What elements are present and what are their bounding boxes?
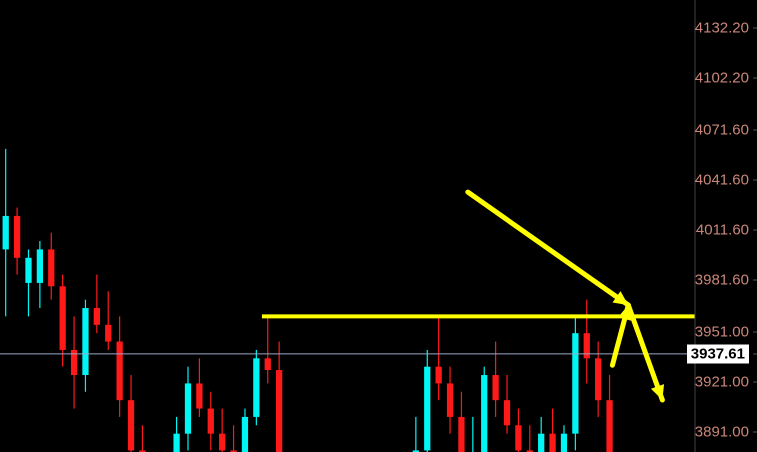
candle-body bbox=[173, 434, 179, 452]
price-tick-mark bbox=[753, 78, 757, 79]
candle-body bbox=[48, 249, 54, 286]
price-axis-label: 3891.00 bbox=[695, 424, 749, 441]
candle-body bbox=[253, 358, 259, 417]
candlestick-svg bbox=[0, 0, 757, 452]
price-tick-mark bbox=[753, 179, 757, 180]
candle-body bbox=[196, 383, 202, 408]
candle-body bbox=[60, 286, 66, 350]
price-axis-label: 4011.60 bbox=[696, 222, 749, 239]
price-tick-mark bbox=[753, 331, 757, 332]
candle-body bbox=[458, 417, 464, 452]
price-axis-label: 3981.60 bbox=[695, 272, 749, 289]
candle-body bbox=[492, 375, 498, 400]
candle-body bbox=[128, 400, 134, 450]
candle-body bbox=[538, 434, 544, 452]
price-tick-mark bbox=[753, 432, 757, 433]
candle-body bbox=[561, 434, 567, 452]
price-tick-mark bbox=[753, 280, 757, 281]
candle-body bbox=[208, 409, 214, 434]
candle-body bbox=[265, 358, 271, 370]
candle-body bbox=[504, 400, 510, 425]
price-tick-mark bbox=[753, 353, 757, 354]
candle-body bbox=[14, 216, 20, 258]
chart-container: 4132.20 4102.20 4071.60 4041.60 4011.60 3981.… bbox=[0, 0, 757, 452]
candle-body bbox=[116, 342, 122, 401]
candle-body bbox=[436, 367, 442, 384]
chart-background bbox=[0, 0, 757, 452]
candle-body bbox=[94, 308, 100, 325]
price-tick-mark bbox=[753, 28, 757, 29]
candle-body bbox=[82, 308, 88, 375]
price-tick-mark bbox=[753, 230, 757, 231]
candle-body bbox=[424, 367, 430, 451]
candle-body bbox=[105, 325, 111, 342]
candle-body bbox=[549, 434, 555, 452]
candle-body bbox=[276, 370, 282, 452]
candle-body bbox=[572, 333, 578, 433]
candle-body bbox=[219, 434, 225, 451]
candle-body bbox=[185, 383, 191, 433]
candle-body bbox=[606, 400, 612, 452]
candle-body bbox=[242, 417, 248, 452]
price-tick-mark bbox=[753, 129, 757, 130]
candle-body bbox=[37, 249, 43, 282]
price-axis-label: 4102.20 bbox=[695, 70, 749, 87]
candle-body bbox=[481, 375, 487, 452]
price-axis-label: 3951.00 bbox=[695, 323, 749, 340]
candle-body bbox=[584, 333, 590, 358]
candle-body bbox=[447, 383, 453, 416]
price-axis-label: 4041.60 bbox=[695, 171, 749, 188]
price-axis-label: 4071.60 bbox=[695, 121, 749, 138]
price-axis-label: 4132.20 bbox=[695, 20, 749, 37]
candle-body bbox=[595, 358, 601, 400]
current-price-label: 3937.61 bbox=[687, 344, 749, 363]
candle-body bbox=[515, 425, 521, 450]
price-axis-label: 3921.00 bbox=[695, 373, 749, 390]
candle-body bbox=[25, 258, 31, 283]
price-tick-mark bbox=[753, 381, 757, 382]
candle-body bbox=[3, 216, 9, 249]
